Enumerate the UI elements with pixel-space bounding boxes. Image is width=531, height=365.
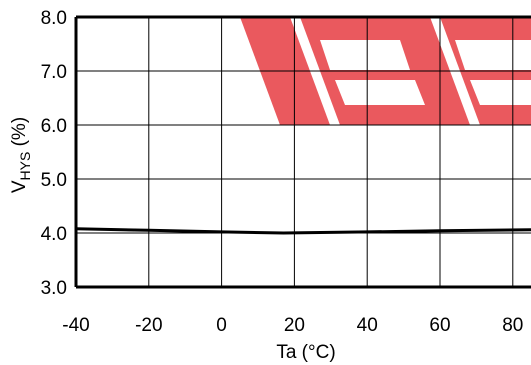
x-axis-title: Ta (°C) (276, 342, 335, 363)
y-tick-label: 5.0 (41, 170, 67, 191)
y-tick-label: 8.0 (41, 8, 67, 29)
x-tick-label: 80 (502, 315, 523, 336)
y-tick-label: 6.0 (41, 116, 67, 137)
y-axis-title-unit: (%) (9, 117, 30, 152)
watermark-shape (455, 40, 531, 70)
y-tick-label: 4.0 (41, 224, 67, 245)
x-tick-label: 60 (429, 315, 450, 336)
y-axis-title: VHYS (%) (9, 117, 33, 193)
series-layer (75, 227, 531, 235)
x-tick-label: 0 (216, 315, 227, 336)
y-tick-labels: 3.0 4.0 5.0 6.0 7.0 8.0 (41, 8, 67, 299)
watermark-shape (335, 80, 425, 105)
x-tick-labels: -40 -20 0 20 40 60 80 (62, 315, 523, 336)
watermark-shape (320, 40, 410, 70)
y-tick-label: 3.0 (41, 278, 67, 299)
y-axis-title-subscript: HYS (17, 152, 33, 181)
plot-frame (74, 15, 531, 289)
watermark-shape (470, 80, 531, 105)
x-tick-label: -40 (62, 315, 89, 336)
x-tick-label: -20 (135, 315, 162, 336)
grid (76, 17, 531, 287)
x-tick-label: 20 (284, 315, 305, 336)
x-tick-label: 40 (357, 315, 378, 336)
series-line-0 (75, 227, 531, 235)
y-axis-title-base: V (9, 180, 30, 193)
y-tick-label: 7.0 (41, 62, 67, 83)
